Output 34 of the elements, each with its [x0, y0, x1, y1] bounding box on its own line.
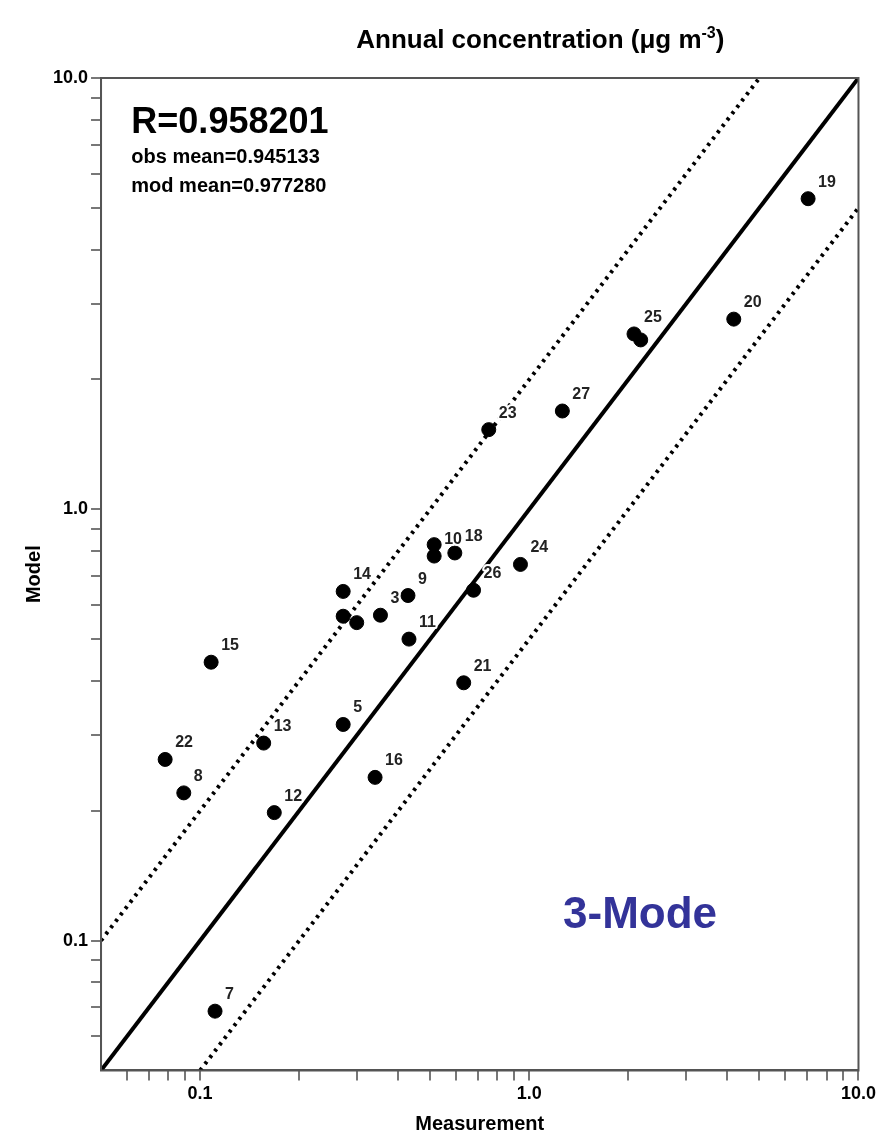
annotation: 14	[353, 565, 372, 583]
annotation: 26	[483, 564, 502, 582]
annotation: 15	[221, 636, 240, 654]
x-tick-label: 0.1	[187, 1083, 213, 1104]
annotation: 8	[193, 766, 203, 784]
y-axis-title: Model	[21, 545, 44, 604]
annotation: 9	[417, 569, 427, 587]
annotation: 5	[353, 698, 363, 716]
annotation: 24	[530, 538, 549, 556]
y-tick-label: 10.0	[52, 66, 89, 87]
annotation: 23	[498, 403, 517, 421]
annotation: 3	[390, 589, 400, 607]
annotation: 16	[385, 751, 403, 769]
annotation: 25	[644, 307, 662, 325]
x-tick-label: 10.0	[840, 1083, 877, 1104]
annotation: 27	[572, 385, 591, 402]
annotation: 7	[225, 985, 235, 1003]
annotation: obs mean=0.945133	[131, 145, 320, 167]
x-tick-label: 1.0	[516, 1083, 542, 1104]
annotation: 12	[284, 786, 303, 804]
annotation: 3-Mode	[563, 888, 718, 937]
y-tick-label: 1.0	[63, 498, 89, 519]
annotation: 18	[464, 526, 483, 544]
annotation: mod mean=0.977280	[131, 174, 327, 196]
annotation: R=0.958201	[131, 100, 329, 141]
y-tick-label: 0.1	[63, 929, 89, 950]
annotation: 11	[418, 613, 436, 631]
x-axis-title: Measurement	[415, 1111, 545, 1134]
annotation: 21	[473, 656, 492, 674]
annotation: 20	[743, 293, 762, 311]
annotation: 19	[818, 172, 836, 190]
annotation: 13	[273, 717, 292, 735]
annotation: 10	[444, 530, 463, 548]
annotation: 22	[175, 733, 194, 751]
